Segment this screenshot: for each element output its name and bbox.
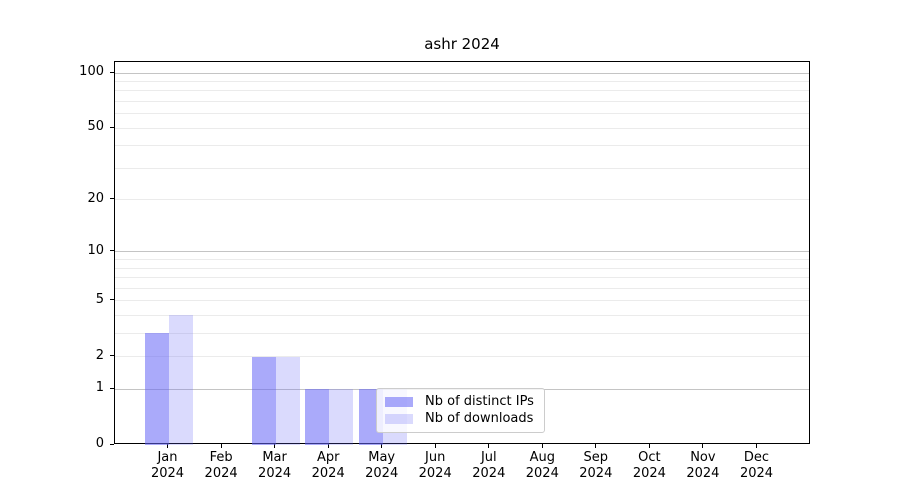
y-gridline-minor xyxy=(115,356,809,357)
y-tick-mark xyxy=(110,299,114,301)
y-tick-mark xyxy=(110,250,114,252)
bar-mar-downloads xyxy=(275,356,300,445)
x-tick-year: 2024 xyxy=(632,466,666,481)
x-tick-month: Dec xyxy=(743,450,770,465)
y-gridline-minor xyxy=(115,101,809,103)
bar-apr-ips xyxy=(305,389,330,445)
y-tick-mark xyxy=(110,387,114,389)
x-tick-label-may: May 2024 xyxy=(352,450,412,482)
x-tick-label-jul: Jul 2024 xyxy=(459,450,519,482)
y-tick-label: 10 xyxy=(87,242,104,258)
y-gridline-minor xyxy=(115,300,809,302)
x-tick-year: 2024 xyxy=(204,466,238,481)
x-tick-mark xyxy=(381,444,383,448)
bar-mar-ips xyxy=(251,356,276,445)
y-gridline-minor xyxy=(115,81,809,83)
bar-jan-ips xyxy=(144,333,169,445)
x-tick-label-jun: Jun 2024 xyxy=(405,450,465,482)
x-tick-year: 2024 xyxy=(579,466,613,481)
bar-jan-downloads xyxy=(168,315,193,445)
y-tick-mark xyxy=(110,198,114,200)
y-gridline-minor xyxy=(115,267,809,269)
y-tick-label: 5 xyxy=(95,291,104,307)
x-tick-mark xyxy=(756,444,757,448)
legend-label-downloads: Nb of downloads xyxy=(425,411,534,427)
legend-item-downloads: Nb of downloads xyxy=(385,411,536,429)
plot-area xyxy=(114,61,810,445)
x-tick-month: Jun xyxy=(425,450,446,465)
x-tick-year: 2024 xyxy=(418,466,452,481)
y-tick-mark xyxy=(110,126,114,128)
x-tick-label-sep: Sep 2024 xyxy=(566,450,626,482)
y-tick-mark xyxy=(110,71,114,73)
x-tick-label-nov: Nov 2024 xyxy=(673,450,733,482)
x-tick-month: Nov xyxy=(690,450,716,465)
x-tick-month: Apr xyxy=(316,450,340,465)
x-tick-label-dec: Dec 2024 xyxy=(727,450,787,482)
y-gridline-minor xyxy=(115,90,809,92)
x-tick-label-mar: Mar 2024 xyxy=(245,450,305,482)
y-gridline-major xyxy=(115,251,809,253)
x-tick-year: 2024 xyxy=(525,466,559,481)
y-gridline-minor xyxy=(115,167,809,169)
x-tick-mark xyxy=(274,444,276,448)
x-tick-mark xyxy=(220,444,222,448)
x-tick-mark xyxy=(488,444,490,448)
x-tick-mark xyxy=(434,444,436,448)
y-gridline-minor xyxy=(115,287,809,289)
x-tick-mark xyxy=(167,444,168,448)
y-tick-label: 0 xyxy=(95,436,104,451)
x-tick-label-jan: Jan 2024 xyxy=(138,450,198,482)
x-tick-mark xyxy=(648,444,650,448)
x-tick-mark xyxy=(702,444,704,448)
x-tick-month: Aug xyxy=(529,450,555,465)
x-tick-year: 2024 xyxy=(150,466,185,481)
y-gridline-minor xyxy=(115,259,809,260)
y-tick-mark xyxy=(110,355,114,356)
y-gridline-minor xyxy=(115,113,809,115)
bar-apr-downloads xyxy=(329,389,354,445)
legend-label-distinct-ips: Nb of distinct IPs xyxy=(425,393,534,409)
legend: Nb of distinct IPs Nb of downloads xyxy=(376,388,545,433)
x-tick-label-apr: Apr 2024 xyxy=(298,450,358,482)
x-tick-year: 2024 xyxy=(739,466,774,481)
x-tick-year: 2024 xyxy=(311,466,345,481)
y-tick-label: 1 xyxy=(95,380,104,396)
x-tick-month: Feb xyxy=(209,450,233,465)
x-tick-year: 2024 xyxy=(686,466,720,481)
x-tick-month: Jul xyxy=(480,450,497,465)
y-gridline-minor xyxy=(115,199,809,201)
x-tick-month: Sep xyxy=(583,450,609,465)
y-tick-mark xyxy=(110,443,114,445)
y-gridline-minor xyxy=(115,127,809,129)
y-gridline-minor xyxy=(115,277,809,278)
y-gridline-minor xyxy=(115,314,809,316)
y-tick-label: 100 xyxy=(79,64,104,80)
x-tick-mark xyxy=(327,444,329,448)
x-tick-year: 2024 xyxy=(472,466,506,481)
y-tick-label: 20 xyxy=(87,190,104,206)
x-tick-month: Oct xyxy=(638,450,661,465)
chart-title: ashr 2024 xyxy=(424,35,500,53)
x-tick-month: Jan xyxy=(157,450,178,465)
y-gridline-minor xyxy=(115,332,809,334)
x-tick-month: Mar xyxy=(262,450,287,465)
x-tick-year: 2024 xyxy=(258,466,292,481)
y-tick-label: 2 xyxy=(95,347,104,363)
y-tick-label: 50 xyxy=(87,119,104,135)
x-tick-year: 2024 xyxy=(365,466,399,481)
legend-swatch-distinct-ips xyxy=(385,396,413,407)
legend-item-distinct-ips: Nb of distinct IPs xyxy=(385,393,536,411)
x-tick-mark xyxy=(595,444,597,448)
x-tick-mark xyxy=(541,444,543,448)
y-gridline-major xyxy=(115,72,809,74)
x-tick-label-oct: Oct 2024 xyxy=(619,450,679,482)
x-tick-label-aug: Aug 2024 xyxy=(512,450,572,482)
x-tick-label-feb: Feb 2024 xyxy=(191,450,251,482)
y-gridline-minor xyxy=(115,145,809,147)
x-tick-month: May xyxy=(368,450,396,465)
legend-swatch-downloads xyxy=(385,414,413,425)
